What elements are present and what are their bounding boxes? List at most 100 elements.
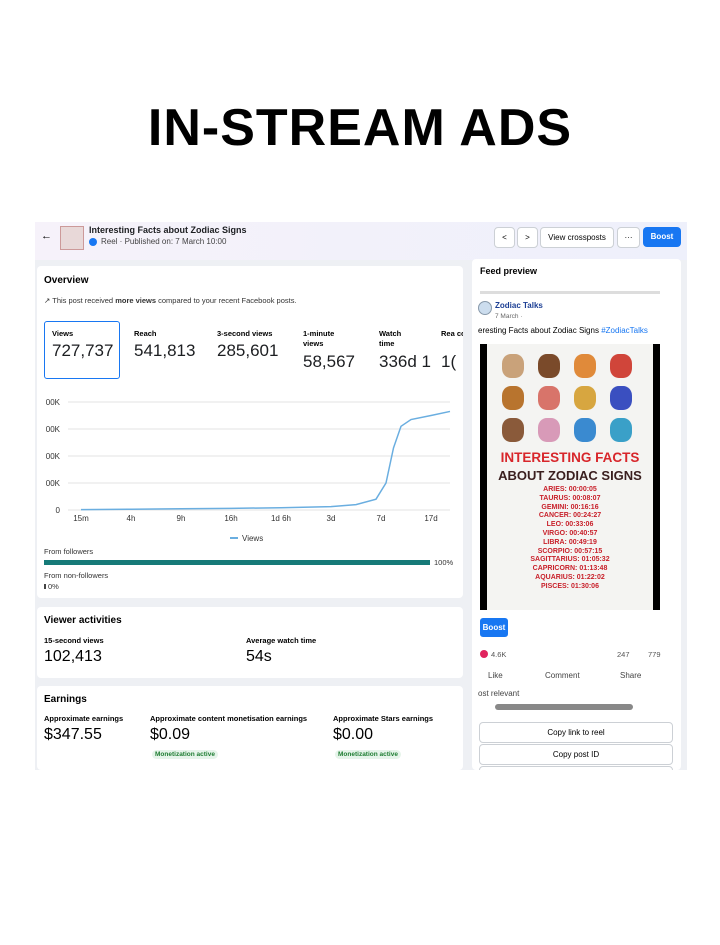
x-tick-label: 1d 6h [271, 514, 291, 523]
x-tick-label: 7d [377, 514, 386, 523]
metric-label: Approximate content monetisation earning… [150, 714, 308, 723]
sign-time: LIBRA: 00:49:19 [543, 538, 597, 546]
viewer-heading: Viewer activities [44, 615, 122, 626]
sign-time: CANCER: 00:24:27 [538, 512, 602, 520]
metric-label: Approximate earnings [44, 714, 124, 723]
caption: eresting Facts about Zodiac Signs #Zodia… [478, 326, 648, 335]
overview-note: ↗ This post received more views compared… [44, 296, 297, 305]
zodiac-icon [502, 418, 524, 442]
action-0[interactable]: Like [488, 671, 503, 680]
sign-time: LEO: 00:33:06 [546, 521, 594, 529]
zodiac-icon [502, 386, 524, 410]
y-tick-label: 00K [46, 398, 61, 407]
zodiac-icon [574, 386, 596, 410]
zodiac-icon [610, 386, 632, 410]
sort[interactable]: ost relevant [478, 689, 520, 698]
metric-value: 727,737 [52, 341, 114, 360]
feed-button[interactable]: Copy post ID [479, 744, 673, 765]
metric-value: 102,413 [44, 648, 102, 665]
y-tick-label: 00K [46, 452, 61, 461]
metric-value: 336d 1 [379, 352, 431, 371]
fb-icon [89, 238, 97, 246]
sign-time: ARIES: 00:00:05 [543, 486, 597, 493]
zodiac-icon [538, 386, 560, 410]
audience-bar [44, 560, 430, 565]
metric-label: 3-second views [217, 329, 273, 338]
image-line2: ABOUT ZODIAC SIGNS [498, 468, 642, 483]
crossposts-btn[interactable]: View crossposts [540, 227, 614, 248]
sign-time: PISCES: 01:30:06 [541, 582, 599, 590]
comments: 247 [617, 650, 630, 659]
post-date: 7 March · [495, 313, 523, 320]
image-line1: INTERESTING FACTS [500, 450, 640, 465]
sign-time: TAURUS: 00:08:07 [539, 494, 601, 502]
y-tick-label: 00K [46, 479, 61, 488]
metric-label: Rea con [441, 329, 471, 338]
metric-label: Views [52, 329, 74, 338]
overview-heading: Overview [44, 275, 89, 286]
next-btn[interactable]: > [517, 227, 538, 248]
zodiac-icon [538, 354, 560, 378]
y-tick-label: 0 [56, 506, 61, 515]
sign-time: SAGITTARIUS: 01:05:32 [530, 556, 610, 564]
action-2[interactable]: Share [620, 671, 642, 680]
reaction-icon [480, 650, 488, 658]
audience-label: From non-followers [44, 571, 109, 580]
metric-label: Approximate Stars earnings [333, 714, 434, 723]
avatar [478, 301, 492, 315]
prev-btn[interactable]: < [494, 227, 515, 248]
metric-label: Average watch time [246, 636, 317, 645]
thumbnail [60, 226, 84, 250]
metric-value: 1( [441, 352, 457, 371]
x-tick-label: 16h [224, 514, 237, 523]
feed-divider [480, 291, 660, 294]
x-tick-label: 3d [327, 514, 336, 523]
boost-btn[interactable]: Boost [643, 227, 681, 247]
metric-value: 285,601 [217, 341, 279, 360]
y-tick-label: 00K [46, 425, 61, 434]
audience-bar [44, 584, 46, 589]
audience-value: 0% [48, 582, 59, 591]
views-chart: 0 00K 00K 00K 00K 15m 4h 9h 16h 1d 6h 3d 7d 17d Views [46, 398, 451, 542]
shares: 779 [648, 650, 661, 659]
views-line [80, 410, 451, 511]
h-scroll [495, 704, 633, 710]
metric-value: $0.00 [333, 726, 374, 743]
note-text: more views [115, 296, 157, 305]
viewer-card [37, 607, 463, 678]
feed-boost[interactable]: Boost [480, 618, 508, 637]
hashtag[interactable]: #ZodiacTalks [601, 326, 648, 335]
reactions: 4.6K [491, 650, 507, 659]
monetization-badge: Monetization active [152, 750, 218, 759]
zodiac-icon [610, 354, 632, 378]
audience-value: 100% [434, 558, 454, 567]
more-btn[interactable]: ··· [617, 227, 640, 248]
feed-button[interactable]: Copy link to reel [479, 722, 673, 743]
x-tick-label: 15m [73, 514, 89, 523]
sign-time: AQUARIUS: 01:22:02 [535, 574, 605, 581]
x-tick-label: 9h [177, 514, 186, 523]
page-name: Zodiac Talks [495, 301, 543, 310]
post-meta: Reel · Published on: 7 March 10:00 [101, 237, 227, 246]
feed-heading: Feed preview [480, 266, 538, 276]
sign-time: VIRGO: 00:40:57 [542, 530, 598, 537]
monetization-badge: Monetization active [335, 750, 401, 759]
page-title: IN-STREAM ADS [147, 99, 573, 157]
note-text: This post received [52, 296, 116, 305]
metric-value: $0.09 [150, 726, 191, 743]
metric-label: Watch time [379, 329, 402, 348]
metric-label: 15-second views [44, 636, 104, 645]
metric-selected-box [44, 321, 120, 379]
metric-value: 541,813 [134, 341, 196, 360]
feed-button-partial [479, 766, 673, 770]
action-1[interactable]: Comment [545, 671, 580, 680]
metric-value: 54s [246, 648, 272, 665]
earnings-heading: Earnings [44, 694, 87, 705]
metric-label: Reach [134, 329, 157, 338]
x-tick-label: 17d [424, 514, 437, 523]
post-title: Interesting Facts about Zodiac Signs [89, 225, 247, 235]
metric-value: 58,567 [303, 352, 355, 371]
zodiac-icon [502, 354, 524, 378]
note-text: compared to your recent Facebook posts. [156, 296, 297, 305]
